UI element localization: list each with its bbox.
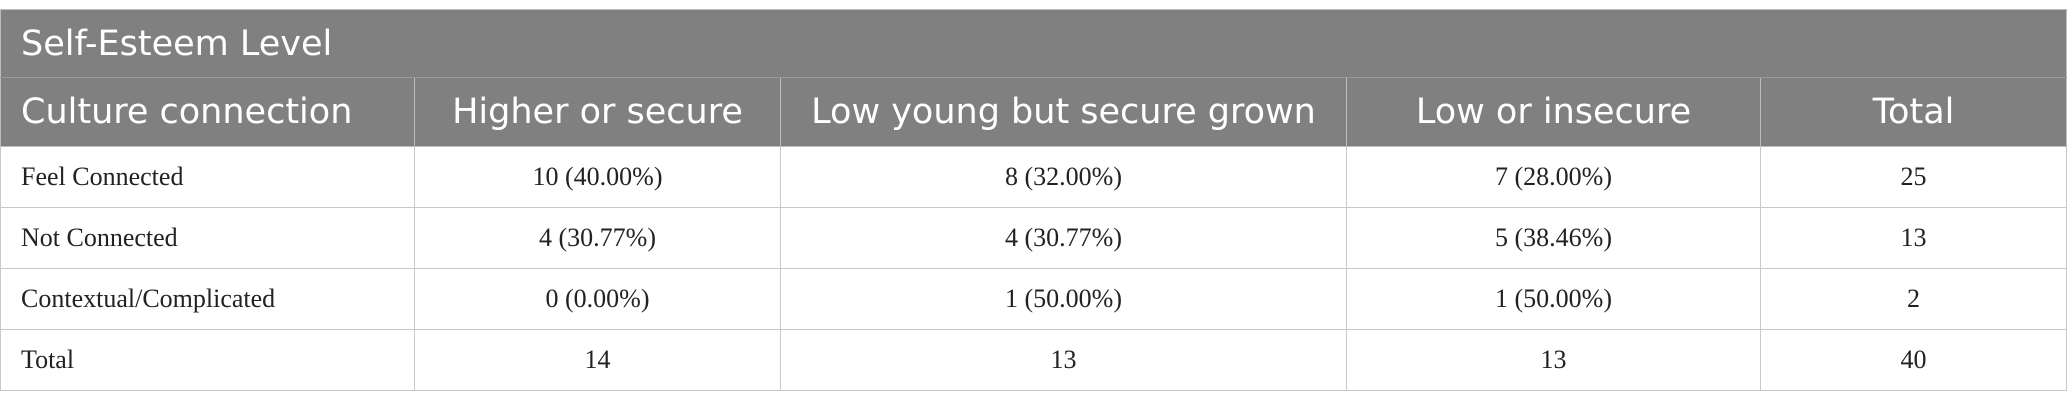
column-header: Low young but secure grown xyxy=(780,77,1347,147)
table-cell: 1 (50.00%) xyxy=(780,268,1347,330)
table-cell: 13 xyxy=(1760,207,2067,269)
table-row: Feel Connected 10 (40.00%) 8 (32.00%) 7 (28… xyxy=(0,146,2067,208)
row-label: Feel Connected xyxy=(0,146,415,208)
table-cell: 1 (50.00%) xyxy=(1346,268,1761,330)
data-table: Self-Esteem Level Culture connection High… xyxy=(0,9,2067,391)
table-row: Not Connected 4 (30.77%) 4 (30.77%) 5 (38.4… xyxy=(0,207,2067,269)
table-cell: 14 xyxy=(414,329,781,391)
table-cell: 40 xyxy=(1760,329,2067,391)
table-body: Feel Connected 10 (40.00%) 8 (32.00%) 7 (28… xyxy=(0,146,2067,391)
table-cell: 2 xyxy=(1760,268,2067,330)
column-header: Total xyxy=(1760,77,2067,147)
table-cell: 5 (38.46%) xyxy=(1346,207,1761,269)
table-cell: 10 (40.00%) xyxy=(414,146,781,208)
column-header: Higher or secure xyxy=(414,77,781,147)
row-label: Not Connected xyxy=(0,207,415,269)
table-title: Self-Esteem Level xyxy=(0,9,2067,78)
column-header: Low or insecure xyxy=(1346,77,1761,147)
table-cell: 13 xyxy=(780,329,1347,391)
table-cell: 0 (0.00%) xyxy=(414,268,781,330)
table-cell: 8 (32.00%) xyxy=(780,146,1347,208)
table-cell: 25 xyxy=(1760,146,2067,208)
column-header: Culture connection xyxy=(0,77,415,147)
table-row: Contextual/Complicated 0 (0.00%) 1 (50.00%… xyxy=(0,268,2067,330)
table-cell: 13 xyxy=(1346,329,1761,391)
row-label: Contextual/Complicated xyxy=(0,268,415,330)
table-cell: 4 (30.77%) xyxy=(414,207,781,269)
table-cell: 4 (30.77%) xyxy=(780,207,1347,269)
table-row: Total 14 13 13 40 xyxy=(0,329,2067,391)
table-cell: 7 (28.00%) xyxy=(1346,146,1761,208)
row-label: Total xyxy=(0,329,415,391)
header-row: Culture connection Higher or secure Low yo… xyxy=(0,77,2067,147)
